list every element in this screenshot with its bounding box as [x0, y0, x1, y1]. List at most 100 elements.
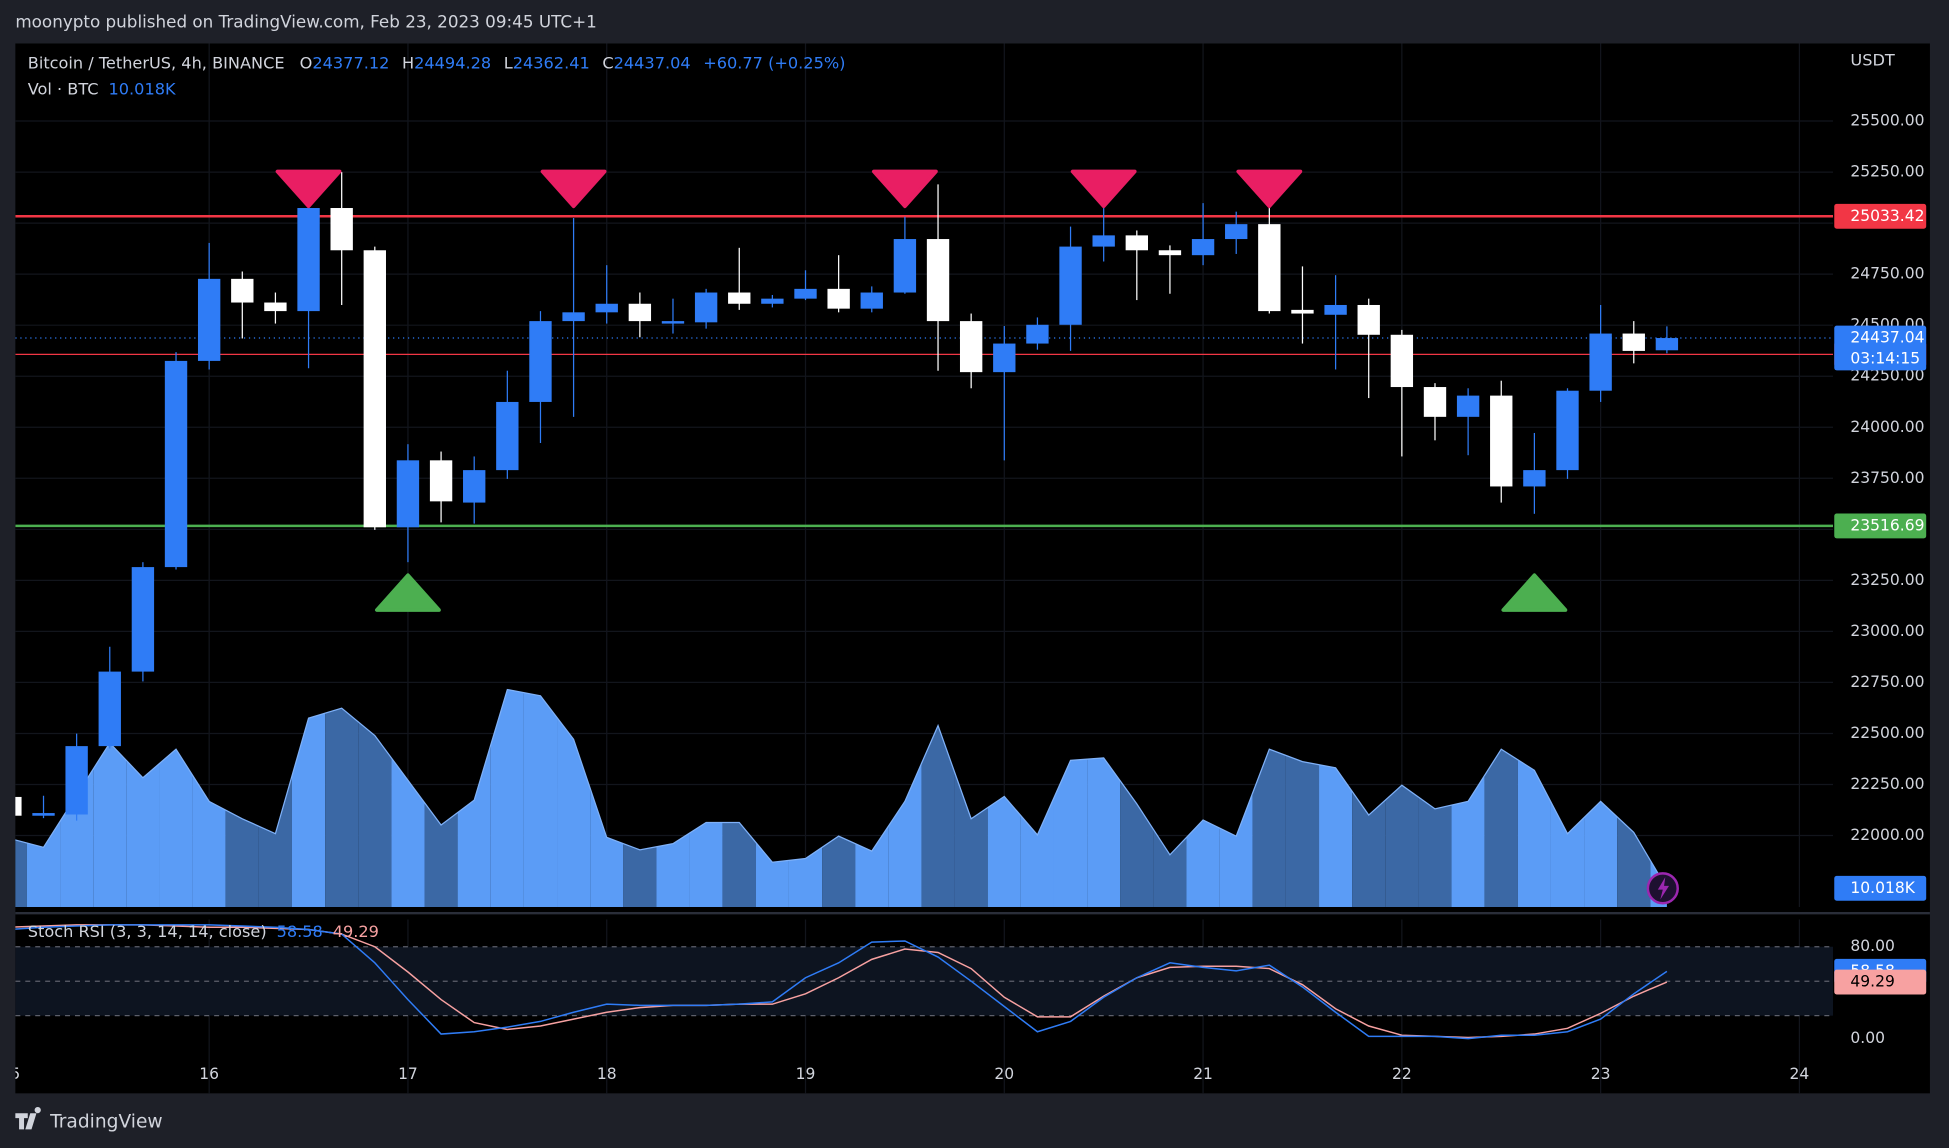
- candle-body: [860, 292, 883, 309]
- volume-area: [1484, 749, 1518, 907]
- candle-body: [330, 208, 353, 251]
- stoch-d-label: 49.29: [1850, 973, 1894, 991]
- volume-area: [1517, 759, 1551, 907]
- y-tick-label: 25500.00: [1850, 112, 1924, 130]
- candle-body: [131, 567, 155, 672]
- candle-body: [1324, 304, 1347, 315]
- volume-area: [623, 843, 657, 907]
- y-tick-label: 23000.00: [1850, 622, 1924, 640]
- o-letter: O: [300, 53, 313, 72]
- candle-body: [65, 746, 88, 815]
- candle-body: [197, 278, 221, 361]
- candle-body: [1357, 304, 1380, 335]
- candle-body: [959, 321, 983, 373]
- x-tick-label: 17: [398, 1065, 418, 1083]
- volume-area: [1153, 829, 1187, 907]
- volume-area: [457, 744, 491, 907]
- candle-body: [1456, 395, 1480, 417]
- signal-marker: [275, 169, 342, 209]
- candle-body: [562, 312, 585, 322]
- currency: USDT: [1850, 50, 1894, 69]
- volume-area: [93, 742, 127, 907]
- l-value: 24362.41: [513, 53, 590, 72]
- candle-body: [1490, 395, 1513, 487]
- volume-area: [1418, 797, 1452, 907]
- candle-body: [1158, 250, 1182, 256]
- volume-area: [225, 810, 259, 907]
- candle-body: [1556, 390, 1579, 471]
- stoch-pane: [15, 919, 1834, 1094]
- candle-body: [396, 460, 420, 528]
- candle-body: [993, 343, 1016, 373]
- x-tick-label: 20: [994, 1065, 1014, 1083]
- stoch-legend: Stoch RSI (3, 3, 14, 14, close) 58.58 49.2…: [28, 921, 379, 940]
- x-tick-label: 22: [1392, 1065, 1412, 1083]
- candle-body: [595, 303, 618, 313]
- volume-area: [987, 796, 1021, 907]
- stoch-d-label-box: [1834, 969, 1927, 995]
- y-tick-label: 24000.00: [1850, 418, 1924, 436]
- stoch-title: Stoch RSI (3, 3, 14, 14, close): [28, 921, 267, 940]
- x-tick-label: 18: [597, 1065, 617, 1083]
- brand: TradingView: [15, 1107, 163, 1132]
- level-label: 25033.42: [1850, 207, 1924, 225]
- signal-marker: [1501, 573, 1568, 612]
- candle-body: [1390, 334, 1414, 388]
- y-tick-label: 24250.00: [1850, 367, 1924, 385]
- volume-legend-value: 10.018K: [109, 79, 176, 98]
- c-value: 24437.04: [614, 53, 691, 72]
- candle-body: [15, 796, 22, 816]
- o-value: 24377.12: [312, 53, 389, 72]
- x-tick-label: 23: [1591, 1065, 1611, 1083]
- candle-body: [794, 288, 817, 299]
- candle-body: [32, 813, 55, 816]
- volume-area: [1053, 759, 1088, 907]
- candle-body: [661, 321, 685, 324]
- x-axis: 15 16 17 18 19 20 21 22 23 24: [15, 1065, 1809, 1083]
- x-tick-label: 16: [199, 1065, 219, 1083]
- candle-body: [1092, 235, 1115, 247]
- candle-body: [1622, 333, 1645, 351]
- volume-area: [391, 757, 425, 907]
- volume-area: [1451, 775, 1485, 907]
- candle-body: [1589, 333, 1612, 391]
- level-label-box: [1834, 513, 1927, 539]
- volume-label-box: [1834, 875, 1927, 901]
- stoch-k-value: 58.58: [277, 921, 323, 940]
- price-axis: 22000.00 22250.00 22500.00 22750.00 23000.00…: [1834, 112, 1927, 1047]
- volume-title: Vol · BTC: [28, 79, 99, 98]
- volume-area: [722, 822, 756, 907]
- x-tick-label: 19: [796, 1065, 816, 1083]
- volume-area: [855, 826, 889, 907]
- candle-body: [1225, 224, 1248, 240]
- y-tick-label: 23250.00: [1850, 571, 1924, 589]
- stoch-d-value: 49.29: [333, 921, 379, 940]
- candle-body: [1291, 309, 1314, 314]
- volume-area: [325, 708, 359, 907]
- stoch-tick-label: 0.00: [1850, 1029, 1885, 1047]
- stoch-tick-label: 80.00: [1850, 937, 1894, 955]
- volume-label: 10.018K: [1850, 879, 1915, 897]
- volume-area: [1352, 791, 1386, 907]
- candle-body: [1523, 470, 1546, 487]
- y-tick-label: 22750.00: [1850, 673, 1924, 691]
- h-value: 24494.28: [414, 53, 491, 72]
- signal-marker: [871, 169, 938, 209]
- candle-body: [231, 278, 254, 303]
- volume-area: [689, 822, 723, 907]
- h-letter: H: [402, 53, 414, 72]
- volume-legend: Vol · BTC 10.018K: [28, 79, 176, 98]
- level-label: 23516.69: [1850, 516, 1924, 534]
- symbol: Bitcoin / TetherUS, 4h, BINANCE: [28, 53, 285, 72]
- volume-area: [192, 775, 226, 907]
- volume-area: [822, 836, 856, 907]
- volume-area: [1550, 801, 1585, 907]
- signal-marker: [375, 573, 441, 612]
- volume-area: [1252, 749, 1286, 907]
- y-tick-label: 23750.00: [1850, 469, 1924, 487]
- candle-body: [164, 360, 188, 568]
- candle-body: [827, 288, 850, 309]
- candle-body: [1423, 387, 1447, 417]
- volume-area: [1285, 755, 1320, 907]
